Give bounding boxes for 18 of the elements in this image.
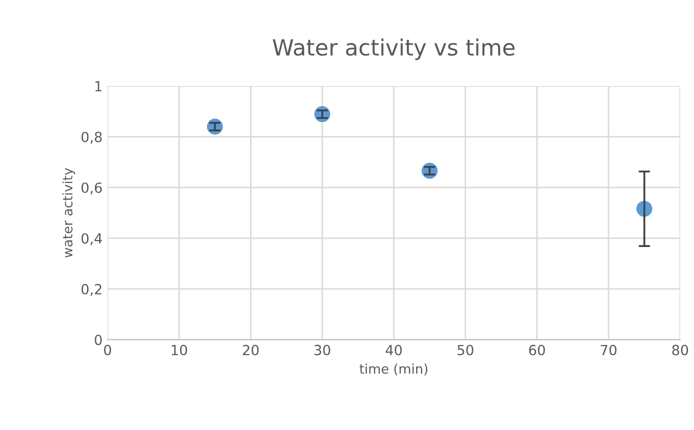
y-tick-label: 0 bbox=[94, 334, 102, 346]
x-tick-label: 80 bbox=[672, 344, 688, 356]
y-tick-label: 0,6 bbox=[82, 182, 102, 194]
y-tick-label: 1 bbox=[95, 81, 102, 92]
x-tick-label: 10 bbox=[172, 344, 188, 356]
x-tick-label: 50 bbox=[458, 344, 474, 356]
y-axis-title: water activity bbox=[62, 168, 76, 258]
x-axis-title: time (min) bbox=[360, 364, 428, 376]
x-tick-label: 70 bbox=[600, 344, 616, 356]
y-tick-label: 0,4 bbox=[82, 233, 102, 246]
x-tick-label: 0 bbox=[104, 344, 112, 356]
x-tick-label: 20 bbox=[242, 344, 259, 356]
x-tick-label: 30 bbox=[314, 344, 330, 356]
x-tick-label: 60 bbox=[529, 344, 545, 356]
y-tick-label: 0,2 bbox=[82, 284, 102, 296]
x-tick-label: 40 bbox=[386, 344, 402, 356]
y-tick-label: 0,8 bbox=[82, 132, 102, 144]
chart-title: Water activity vs time bbox=[272, 38, 515, 60]
